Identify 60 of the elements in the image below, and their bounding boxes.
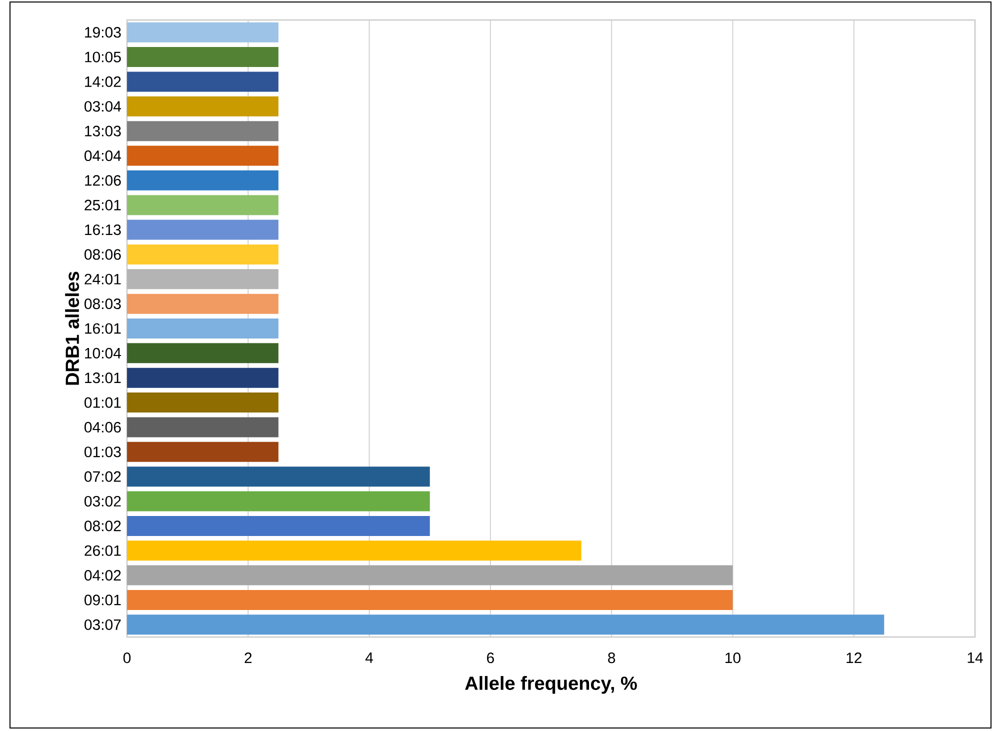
y-tick-label: 25:01 [84,200,121,210]
x-tick-label: 6 [487,652,494,664]
bar [127,368,278,388]
bar [127,269,278,290]
bar [127,590,733,610]
bar [127,442,278,462]
x-tick-label: 2 [244,652,252,664]
y-tick-label: 03:07 [84,619,121,630]
bar [127,96,278,116]
x-tick-label: 4 [365,652,374,663]
bar [127,22,278,42]
bar [127,146,278,166]
y-tick-label: 10:05 [85,52,121,62]
y-tick-label: 13:03 [85,126,121,136]
y-tick-label: 04:04 [84,150,122,162]
bar [127,47,278,68]
bar [127,516,430,536]
bar [127,195,278,216]
bar [127,244,278,264]
y-tick-label: 14:02 [85,76,121,88]
y-tick-label: 24:01 [84,274,121,284]
y-tick-label: 07:02 [84,471,121,482]
x-tick-label: 12 [846,652,862,664]
bar [127,318,278,339]
y-tick-label: 04:02 [84,570,121,581]
y-tick-label: 03:04 [84,101,122,112]
y-tick-label: 16:01 [85,323,121,334]
y-tick-label: 16:13 [85,224,121,236]
x-axis-title: Allele frequency, % [465,676,637,694]
x-tick-label: 0 [123,652,131,664]
bar [127,220,278,240]
bar [127,491,430,512]
y-tick-label: 10:04 [85,348,122,358]
x-tick-label: 10 [726,652,740,664]
y-tick-label: 26:01 [84,545,121,556]
bar [127,343,278,364]
bar [127,121,278,142]
y-tick-label: 12:06 [85,175,121,186]
y-tick-label: 03:02 [84,496,121,507]
y-tick-label: 04:06 [84,422,121,433]
bar [127,72,278,92]
y-tick-label: 08:06 [84,249,121,260]
bar [127,540,582,561]
bar [127,170,278,190]
bar [127,565,733,586]
y-tick-label: 13:01 [85,372,121,384]
bar [127,614,884,635]
bar [127,466,430,487]
y-tick-label: 09:01 [84,594,121,606]
x-tick-label: 14 [968,652,983,663]
bar [127,392,278,413]
y-tick-label: 01:03 [84,446,121,458]
bar [127,417,278,438]
y-tick-label: 08:03 [84,298,121,310]
y-tick-label: 19:03 [85,27,121,38]
y-tick-label: 01:01 [84,397,121,408]
x-tick-label: 8 [608,652,616,664]
y-tick-label: 08:02 [84,520,121,532]
y-axis-title: DRB1 alleles [65,272,80,385]
bar [127,294,278,314]
